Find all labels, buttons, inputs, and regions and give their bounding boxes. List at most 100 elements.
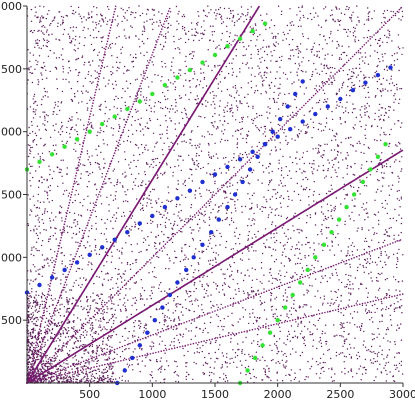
- background-point: [381, 353, 383, 356]
- background-point: [236, 75, 238, 78]
- background-point: [208, 144, 210, 146]
- background-point: [95, 372, 98, 375]
- background-point: [205, 85, 208, 87]
- background-point: [144, 239, 147, 241]
- background-point: [54, 272, 56, 275]
- background-point: [309, 284, 311, 287]
- background-point: [170, 341, 173, 343]
- background-point: [134, 16, 136, 19]
- background-point: [108, 368, 110, 370]
- background-point: [230, 219, 233, 222]
- background-point: [54, 101, 56, 104]
- background-point: [76, 223, 79, 225]
- background-point: [328, 227, 330, 229]
- background-point: [382, 89, 384, 92]
- background-point: [264, 228, 267, 230]
- background-point: [148, 86, 150, 88]
- background-point: [352, 75, 354, 78]
- background-point: [239, 318, 241, 320]
- background-point: [239, 102, 241, 104]
- background-point: [70, 379, 73, 382]
- background-point: [109, 380, 112, 382]
- background-point: [247, 248, 249, 250]
- background-point: [184, 60, 186, 63]
- background-point: [82, 327, 85, 330]
- background-point: [215, 339, 217, 342]
- background-point: [190, 22, 193, 24]
- background-point: [277, 123, 279, 126]
- background-point: [113, 320, 115, 322]
- background-point: [275, 239, 278, 242]
- background-point: [245, 138, 247, 140]
- background-point: [368, 19, 370, 21]
- background-point: [131, 364, 133, 366]
- background-point: [125, 288, 127, 290]
- background-point: [64, 336, 67, 338]
- background-point: [159, 360, 161, 362]
- background-point: [256, 206, 259, 208]
- background-point: [207, 295, 209, 297]
- background-point: [93, 6, 95, 8]
- background-point: [187, 273, 189, 275]
- background-point: [352, 32, 354, 34]
- background-point: [37, 83, 39, 86]
- background-point: [31, 249, 33, 251]
- background-point: [54, 129, 56, 131]
- background-point: [100, 37, 102, 39]
- background-point: [155, 200, 157, 202]
- background-point: [86, 376, 89, 378]
- background-point: [219, 320, 222, 322]
- background-point: [28, 354, 30, 357]
- background-point: [220, 205, 222, 207]
- background-point: [263, 309, 266, 311]
- background-point: [396, 266, 398, 269]
- background-point: [206, 172, 208, 174]
- background-point: [190, 232, 193, 234]
- background-point: [66, 267, 68, 269]
- background-point: [274, 77, 277, 80]
- background-point: [222, 273, 224, 275]
- background-point: [230, 274, 233, 276]
- background-point: [126, 225, 128, 228]
- background-point: [279, 180, 282, 182]
- background-point: [283, 248, 286, 250]
- background-point: [85, 90, 87, 92]
- background-point: [109, 378, 111, 380]
- background-point: [351, 250, 353, 253]
- background-point: [245, 336, 247, 339]
- background-point: [124, 17, 126, 19]
- background-point: [247, 295, 250, 297]
- background-point: [119, 143, 121, 146]
- background-point: [65, 14, 68, 17]
- background-point: [212, 124, 214, 127]
- background-point: [342, 336, 344, 338]
- background-point: [106, 125, 108, 127]
- background-point: [385, 229, 387, 231]
- background-point: [160, 80, 162, 82]
- background-point: [327, 349, 329, 352]
- background-point: [237, 199, 239, 201]
- background-point: [89, 81, 91, 83]
- background-point: [47, 358, 49, 360]
- background-point: [297, 325, 299, 327]
- background-point: [139, 298, 142, 300]
- background-point: [36, 346, 38, 349]
- background-point: [106, 23, 108, 25]
- background-point: [117, 207, 119, 209]
- background-point: [139, 130, 142, 132]
- background-point: [38, 294, 40, 297]
- background-point: [128, 69, 130, 72]
- background-point: [348, 46, 350, 48]
- background-point: [246, 174, 249, 177]
- background-point: [380, 254, 382, 257]
- background-point: [308, 321, 311, 323]
- background-point: [216, 46, 218, 48]
- background-point: [33, 102, 35, 105]
- background-point: [66, 352, 69, 355]
- background-point: [224, 273, 226, 275]
- background-point: [69, 260, 71, 262]
- background-point: [51, 360, 53, 362]
- background-point: [152, 28, 154, 31]
- background-point: [48, 10, 50, 12]
- background-point: [335, 272, 338, 274]
